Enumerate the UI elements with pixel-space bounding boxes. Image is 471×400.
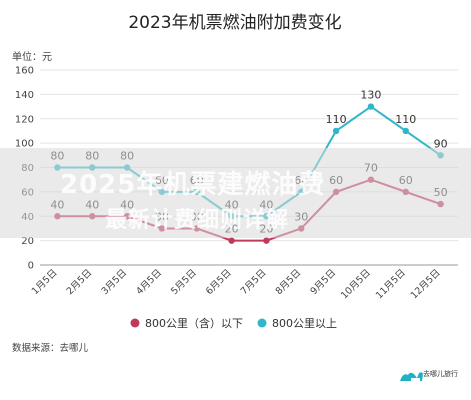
logo-text: 去哪儿旅行 [423, 369, 458, 378]
y-tick-label: 140 [15, 90, 34, 101]
overlay-title-line2: 最新计费细则详解 [105, 207, 289, 233]
x-tick-label: 11月5日 [374, 267, 408, 301]
x-tick-label: 1月5日 [30, 267, 60, 297]
x-tick-label: 8月5日 [274, 267, 304, 297]
x-tick-label: 9月5日 [308, 267, 338, 297]
x-tick-label: 12月5日 [409, 267, 443, 301]
y-tick-label: 0 [28, 261, 34, 272]
x-tick-label: 3月5日 [99, 267, 129, 297]
overlay-title-line1: 2025年机票建燃油费 [60, 169, 325, 200]
x-tick-label: 6月5日 [204, 267, 234, 297]
data-point [263, 237, 270, 244]
overlay-banner: 2025年机票建燃油费 最新计费细则详解 [0, 148, 471, 238]
x-tick-label: 7月5日 [239, 267, 269, 297]
x-tick-label: 4月5日 [134, 267, 164, 297]
legend-marker [257, 318, 267, 328]
data-label: 130 [360, 89, 381, 102]
chart-title: 2023年机票燃油附加费变化 [128, 13, 341, 33]
camel-icon [400, 372, 423, 381]
y-tick-label: 120 [15, 114, 34, 125]
logo: 去哪儿旅行 [400, 369, 458, 381]
legend-label: 800公里以上 [272, 317, 337, 330]
data-point [332, 127, 340, 135]
legend-label: 800公里（含）以下 [145, 316, 243, 330]
data-point [367, 103, 375, 110]
data-label: 110 [395, 113, 416, 126]
data-label: 90 [434, 137, 448, 150]
x-tick-label: 5月5日 [169, 267, 199, 297]
y-tick-label: 160 [15, 66, 34, 77]
data-label: 110 [326, 113, 347, 126]
x-tick-label: 2月5日 [65, 267, 95, 297]
legend-marker [130, 318, 140, 328]
data-point [402, 127, 409, 135]
source-note: 数据来源：去哪儿 [12, 342, 89, 354]
unit-label: 单位：元 [12, 50, 52, 63]
y-tick-label: 100 [15, 139, 34, 150]
overlay-band [0, 148, 471, 238]
x-axis: 1月5日 2月5日 3月5日 4月5日 5月5日 6月5日 7月5日 8月5日 9月5日 10月5… [30, 267, 443, 301]
data-point [228, 237, 235, 244]
x-tick-label: 10月5日 [339, 267, 373, 301]
legend: 800公里（含）以下 800公里以上 [130, 316, 337, 330]
y-tick-label: 20 [21, 236, 34, 247]
